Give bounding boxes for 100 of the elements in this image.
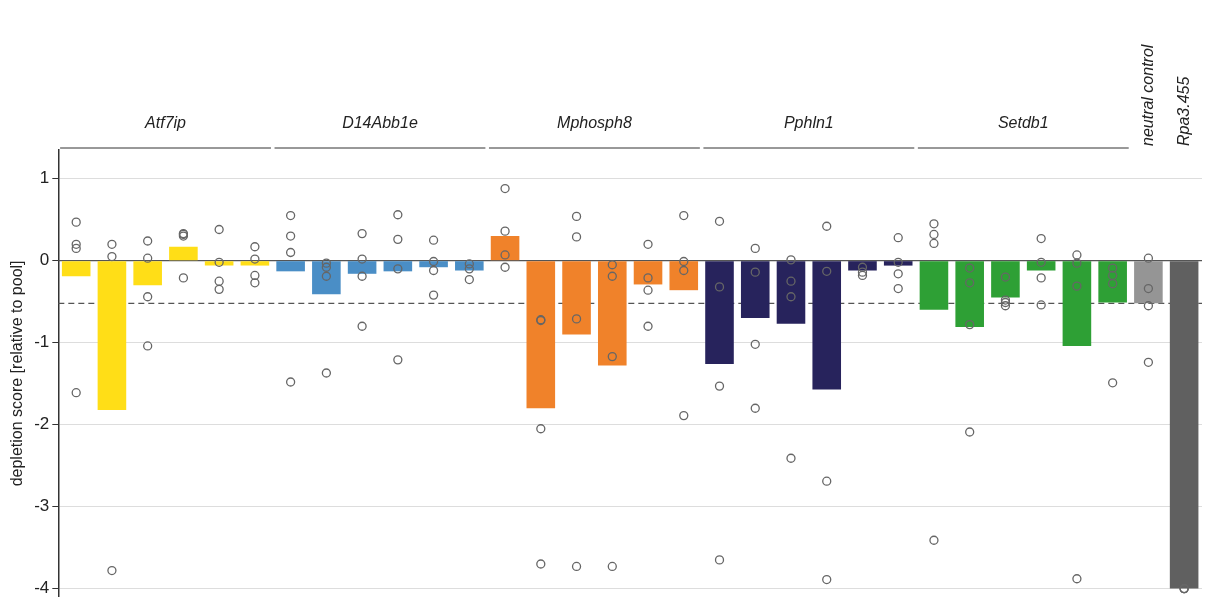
bar — [61, 261, 91, 277]
bar — [1134, 261, 1163, 304]
bar — [97, 261, 127, 410]
bar — [633, 261, 663, 285]
text: Atf7ip — [144, 114, 187, 131]
text: Mphosph8 — [557, 114, 632, 131]
point — [607, 260, 617, 270]
point — [822, 574, 832, 585]
point — [822, 221, 832, 231]
point — [786, 292, 796, 302]
point — [965, 319, 975, 330]
point — [71, 388, 81, 398]
point — [1000, 301, 1011, 311]
point — [822, 476, 832, 486]
point — [250, 242, 260, 252]
point — [857, 262, 868, 272]
y-tick-label: -2 — [34, 414, 50, 434]
point — [285, 377, 296, 387]
point — [857, 270, 868, 281]
y-tick-label: 1 — [39, 168, 50, 188]
point — [1143, 253, 1154, 263]
bar — [1062, 261, 1092, 346]
point — [607, 561, 617, 572]
point — [1036, 257, 1046, 267]
bar — [597, 261, 627, 366]
bar — [991, 261, 1020, 298]
bar — [133, 261, 162, 286]
point — [786, 453, 796, 463]
point — [929, 535, 939, 545]
point — [357, 321, 367, 331]
point — [500, 250, 510, 260]
point — [607, 271, 617, 281]
point — [1143, 357, 1154, 367]
point — [893, 269, 903, 279]
point — [1036, 233, 1046, 244]
bar — [526, 261, 556, 409]
point — [285, 210, 296, 221]
point — [571, 314, 582, 324]
point — [929, 229, 939, 240]
point — [1072, 258, 1082, 268]
point — [393, 355, 403, 365]
bar — [169, 246, 198, 261]
point — [464, 259, 474, 269]
point — [321, 368, 332, 378]
point — [1143, 301, 1154, 311]
point — [321, 262, 332, 272]
point — [929, 238, 939, 249]
point — [679, 256, 689, 267]
point — [750, 267, 760, 277]
point — [500, 183, 510, 194]
point — [714, 555, 725, 565]
point — [428, 290, 439, 300]
point — [786, 255, 796, 265]
point — [1143, 283, 1154, 294]
text: D14Abb1e — [342, 114, 418, 131]
bar — [276, 261, 305, 272]
point — [607, 351, 617, 362]
bar — [1098, 261, 1127, 303]
bar — [740, 261, 770, 319]
point — [214, 257, 224, 267]
text: Rpa3.455 — [1174, 76, 1192, 146]
point — [71, 217, 81, 227]
y-tick-label: -4 — [34, 578, 50, 598]
bar — [490, 236, 520, 261]
point — [321, 258, 332, 268]
point — [428, 256, 439, 267]
point — [750, 403, 760, 413]
bar — [776, 261, 806, 324]
point — [643, 239, 653, 249]
point — [1108, 378, 1118, 388]
point — [357, 271, 367, 281]
text: Setdb1 — [997, 114, 1049, 131]
point — [679, 410, 689, 421]
bar — [347, 261, 377, 274]
point — [1108, 263, 1118, 273]
point — [500, 226, 510, 236]
point — [250, 278, 260, 288]
point — [1036, 300, 1046, 310]
bar — [312, 261, 341, 295]
point — [714, 216, 725, 226]
point — [214, 224, 224, 235]
point — [428, 235, 439, 245]
bar — [919, 261, 949, 310]
point — [357, 254, 367, 264]
point — [822, 266, 832, 276]
point — [893, 233, 903, 243]
point — [1036, 273, 1046, 283]
bar — [812, 261, 842, 390]
point — [643, 321, 653, 331]
point — [571, 232, 582, 242]
point — [643, 285, 653, 295]
point — [250, 254, 260, 264]
point — [857, 267, 868, 277]
bar — [705, 261, 734, 364]
bar — [240, 261, 270, 266]
point — [750, 243, 760, 254]
point — [107, 251, 117, 262]
text: Pphln1 — [783, 114, 834, 131]
bar — [669, 261, 699, 291]
point — [393, 210, 403, 220]
